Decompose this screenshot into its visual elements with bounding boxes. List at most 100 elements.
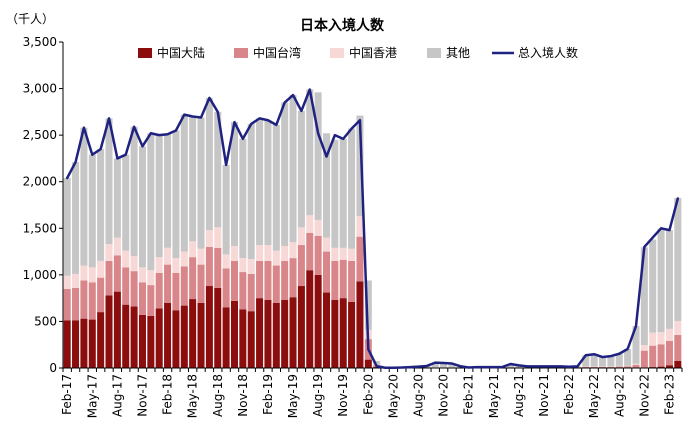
- bar-Nov-19-s1: [339, 259, 347, 299]
- bar-Feb-17-s2: [63, 275, 71, 289]
- bar-Jan-18-s3: [155, 135, 163, 258]
- bar-Dec-19-s3: [348, 128, 356, 249]
- bar-Jul-17-s2: [105, 244, 113, 261]
- x-tick-label: May-20: [386, 374, 400, 418]
- bar-Feb-19-s0: [264, 300, 272, 368]
- x-tick-label: Nov-20: [437, 374, 451, 417]
- bar-May-22-s1: [590, 366, 598, 368]
- y-tick-label: 1,000: [23, 268, 57, 282]
- bar-Sep-22-s3: [624, 349, 632, 366]
- bar-Dec-22-s1: [649, 345, 657, 368]
- bar-Feb-18-s3: [164, 134, 172, 248]
- x-tick-label: Aug-20: [412, 374, 426, 417]
- bar-Mar-19-s2: [272, 250, 280, 266]
- bar-Oct-20-s3: [431, 362, 439, 368]
- x-tick-label: Feb-20: [361, 374, 375, 415]
- bar-Dec-22-s3: [649, 239, 657, 333]
- x-tick-label: Aug-19: [311, 374, 325, 417]
- bar-Oct-17-s2: [130, 256, 138, 272]
- bar-Apr-18-s1: [180, 266, 188, 306]
- bar-Feb-23-s1: [665, 340, 673, 366]
- bar-Nov-17-s0: [138, 314, 146, 368]
- bar-Feb-23-s3: [665, 230, 673, 329]
- bar-Feb-17-s0: [63, 320, 71, 368]
- bar-Sep-17-s0: [122, 304, 130, 368]
- bar-Apr-19-s2: [281, 245, 289, 261]
- bar-Aug-18-s0: [214, 287, 222, 368]
- bar-Apr-17-s0: [80, 318, 88, 368]
- bar-Jan-19-s2: [256, 245, 264, 261]
- bar-May-19-s3: [289, 95, 297, 243]
- bar-Oct-22-s2: [632, 363, 640, 365]
- bar-Jan-18-s2: [155, 257, 163, 273]
- legend-label: 总入境人数: [518, 45, 578, 60]
- x-tick-label: May-21: [487, 374, 501, 418]
- bar-May-17-s1: [88, 282, 96, 320]
- bar-Sep-18-s2: [222, 254, 230, 269]
- bar-Aug-17-s0: [113, 291, 121, 368]
- bar-Aug-17-s1: [113, 255, 121, 292]
- legend-label: 中国台湾: [253, 45, 301, 60]
- total-line-path: [65, 88, 680, 369]
- bar-Jun-17-s1: [97, 277, 105, 313]
- bar-Apr-18-s3: [180, 114, 188, 252]
- bar-Jul-19-s2: [306, 215, 314, 233]
- bar-May-17-s0: [88, 319, 96, 368]
- bar-Jun-19-s2: [297, 227, 305, 246]
- bar-Jun-18-s3: [197, 117, 205, 249]
- bar-Dec-18-s2: [247, 259, 255, 274]
- bar-Feb-19-s3: [264, 120, 272, 246]
- bar-Jan-23-s3: [657, 228, 665, 333]
- bar-Jun-19-s0: [297, 286, 305, 368]
- bar-Nov-22-s1: [640, 350, 648, 368]
- bar-Jan-18-s1: [155, 272, 163, 309]
- legend-swatch: [234, 48, 248, 58]
- bar-Jan-23-s1: [657, 344, 665, 367]
- bar-Dec-19-s2: [348, 248, 356, 261]
- bar-Mar-18-s3: [172, 130, 180, 259]
- bar-Mar-19-s3: [272, 124, 280, 251]
- bar-Jan-19-s0: [256, 298, 264, 368]
- bar-Oct-22-s3: [632, 326, 640, 364]
- bar-Apr-18-s0: [180, 305, 188, 368]
- x-tick-label: Aug-22: [612, 374, 626, 417]
- bar-Aug-18-s2: [214, 227, 222, 248]
- bar-Oct-18-s3: [230, 122, 238, 246]
- bar-Jan-20-s0: [356, 281, 364, 368]
- x-tick-label: Feb-23: [662, 374, 676, 415]
- bar-May-17-s2: [88, 267, 96, 283]
- x-tick-label: Aug-17: [110, 374, 124, 417]
- bar-Jun-18-s0: [197, 302, 205, 368]
- bar-Mar-18-s2: [172, 258, 180, 273]
- x-tick-label: May-18: [186, 374, 200, 418]
- bar-May-22-s3: [590, 354, 598, 367]
- bar-Oct-19-s3: [331, 139, 339, 248]
- bar-Jul-18-s2: [205, 230, 213, 247]
- bar-Nov-17-s2: [138, 267, 146, 283]
- y-tick-label: 0: [49, 361, 57, 375]
- bar-Mar-17-s2: [72, 273, 80, 288]
- bar-Jan-20-s1: [356, 236, 364, 282]
- bar-Jun-18-s1: [197, 264, 205, 303]
- bar-Dec-17-s2: [147, 270, 155, 286]
- bar-Feb-23-s2: [665, 328, 673, 341]
- bar-Feb-20-s3: [364, 280, 372, 330]
- bar-Apr-17-s3: [80, 127, 88, 266]
- bar-Jul-18-s0: [205, 286, 213, 368]
- bar-May-17-s3: [88, 154, 96, 268]
- bar-Jul-19-s3: [306, 89, 314, 216]
- bar-Mar-19-s0: [272, 302, 280, 368]
- bar-Dec-18-s3: [247, 123, 255, 260]
- bar-Apr-22-s1: [582, 366, 590, 368]
- bar-Oct-18-s1: [230, 260, 238, 301]
- x-tick-label: Feb-21: [462, 374, 476, 415]
- bar-Mar-20-s3: [373, 361, 381, 365]
- bar-Aug-17-s2: [113, 237, 121, 256]
- y-tick-label: 500: [34, 314, 57, 328]
- bar-Jun-19-s3: [297, 110, 305, 228]
- bar-Sep-18-s0: [222, 307, 230, 368]
- bar-Sep-19-s3: [322, 133, 331, 238]
- bar-Nov-20-s3: [440, 363, 448, 368]
- bar-Jan-20-s3: [356, 115, 364, 217]
- bar-Aug-19-s2: [314, 219, 322, 236]
